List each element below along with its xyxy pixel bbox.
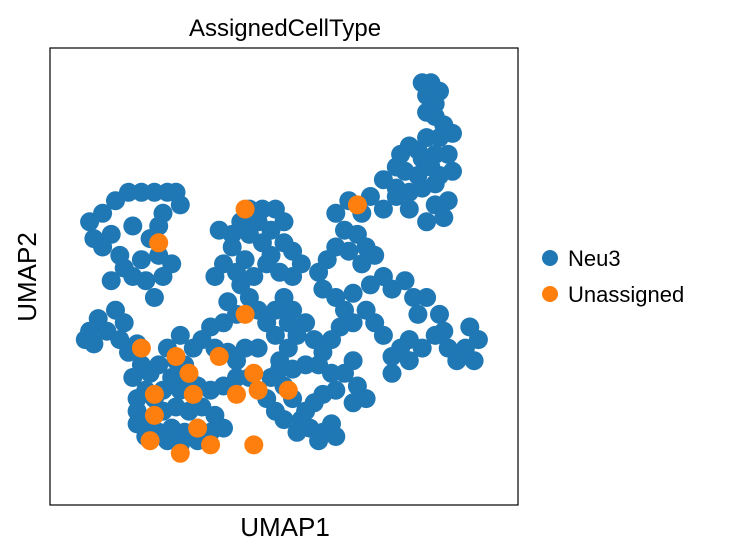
point-unassigned-17: [170, 443, 190, 463]
point-neu3-189: [183, 338, 203, 358]
point-neu3-108: [287, 422, 307, 442]
point-neu3-103: [309, 431, 329, 451]
point-neu3-58: [408, 304, 428, 324]
point-neu3-94: [343, 393, 363, 413]
point-neu3-33: [386, 187, 406, 206]
point-neu3-27: [425, 174, 445, 194]
legend-marker-neu3: [542, 250, 558, 266]
point-neu3-87: [296, 355, 316, 375]
legend: Neu3 Unassigned: [542, 246, 684, 307]
plot-frame: [49, 47, 519, 506]
point-unassigned-12: [144, 384, 164, 404]
point-neu3-182: [127, 414, 147, 434]
point-unassigned-16: [140, 431, 160, 451]
point-neu3-188: [170, 325, 190, 345]
point-neu3-140: [222, 237, 242, 257]
point-neu3-81: [304, 330, 324, 350]
point-neu3-38: [326, 203, 346, 223]
point-neu3-221: [136, 271, 156, 291]
point-unassigned-6: [209, 347, 229, 366]
point-neu3-199: [101, 271, 121, 291]
point-neu3-51: [343, 283, 363, 303]
point-neu3-214: [170, 195, 190, 215]
point-neu3-72: [399, 351, 419, 371]
point-neu3-34: [373, 199, 393, 219]
point-neu3-73: [382, 363, 402, 383]
point-neu3-139: [209, 220, 229, 240]
point-unassigned-18: [244, 435, 264, 455]
point-neu3-121: [244, 267, 264, 286]
x-axis-label: UMAP1: [240, 512, 330, 542]
point-unassigned-5: [166, 347, 186, 366]
point-neu3-16: [438, 144, 458, 164]
point-neu3-56: [404, 288, 424, 307]
point-unassigned-11: [278, 380, 298, 400]
point-neu3-30: [434, 208, 454, 228]
point-neu3-64: [464, 351, 484, 371]
point-neu3-71: [382, 347, 402, 366]
point-unassigned-1: [235, 199, 255, 219]
point-unassigned-3: [235, 304, 255, 324]
series-neu3: [75, 73, 488, 455]
point-neu3-91: [343, 351, 363, 371]
point-neu3-76: [356, 300, 376, 320]
point-neu3-155: [261, 368, 281, 387]
point-neu3-57: [417, 288, 437, 307]
point-neu3-194: [123, 368, 143, 387]
point-neu3-43: [352, 254, 372, 274]
point-neu3-230: [144, 288, 164, 307]
point-unassigned-13: [144, 405, 164, 425]
point-neu3-134: [265, 199, 285, 219]
point-neu3-89: [322, 363, 341, 383]
point-neu3-223: [123, 216, 143, 236]
point-unassigned-19: [201, 435, 221, 455]
point-unassigned-10: [227, 384, 246, 404]
point-neu3-154: [248, 338, 268, 358]
point-neu3-59: [430, 304, 449, 324]
point-unassigned-7: [179, 363, 199, 383]
legend-marker-unassigned: [542, 286, 558, 302]
point-neu3-66: [438, 338, 458, 358]
point-neu3-127: [274, 233, 294, 253]
point-neu3-55: [395, 271, 415, 291]
point-neu3-222: [131, 250, 151, 270]
point-neu3-144: [205, 267, 225, 286]
point-unassigned-2: [149, 233, 169, 253]
point-neu3-220: [153, 267, 173, 286]
point-neu3-102: [326, 427, 346, 446]
series-unassigned: [131, 195, 367, 463]
point-neu3-153: [235, 338, 255, 358]
point-neu3-205: [84, 229, 104, 249]
point-neu3-198: [106, 300, 125, 320]
point-unassigned-14: [183, 384, 203, 404]
point-neu3-32: [399, 199, 419, 219]
point-unassigned-8: [244, 363, 264, 383]
point-neu3-227: [84, 334, 104, 354]
y-axis-label: UMAP2: [12, 232, 42, 322]
chart-title: AssignedCellType: [189, 15, 381, 42]
point-neu3-207: [93, 203, 113, 223]
point-neu3-202: [110, 245, 130, 265]
point-unassigned-0: [347, 195, 367, 215]
point-neu3-67: [425, 325, 445, 345]
legend-label-unassigned: Unassigned: [568, 282, 684, 307]
point-neu3-115: [278, 313, 298, 333]
point-neu3-31: [417, 212, 437, 232]
point-unassigned-4: [131, 338, 151, 358]
point-neu3-22: [386, 157, 406, 177]
scatter-points: [75, 73, 488, 463]
point-neu3-229: [110, 330, 130, 350]
point-neu3-135: [252, 199, 272, 219]
point-neu3-211: [144, 182, 164, 202]
legend-label-neu3: Neu3: [568, 246, 621, 271]
point-neu3-210: [131, 182, 151, 202]
point-unassigned-15: [188, 418, 208, 438]
point-unassigned-9: [248, 380, 268, 400]
point-neu3-47: [309, 262, 329, 282]
